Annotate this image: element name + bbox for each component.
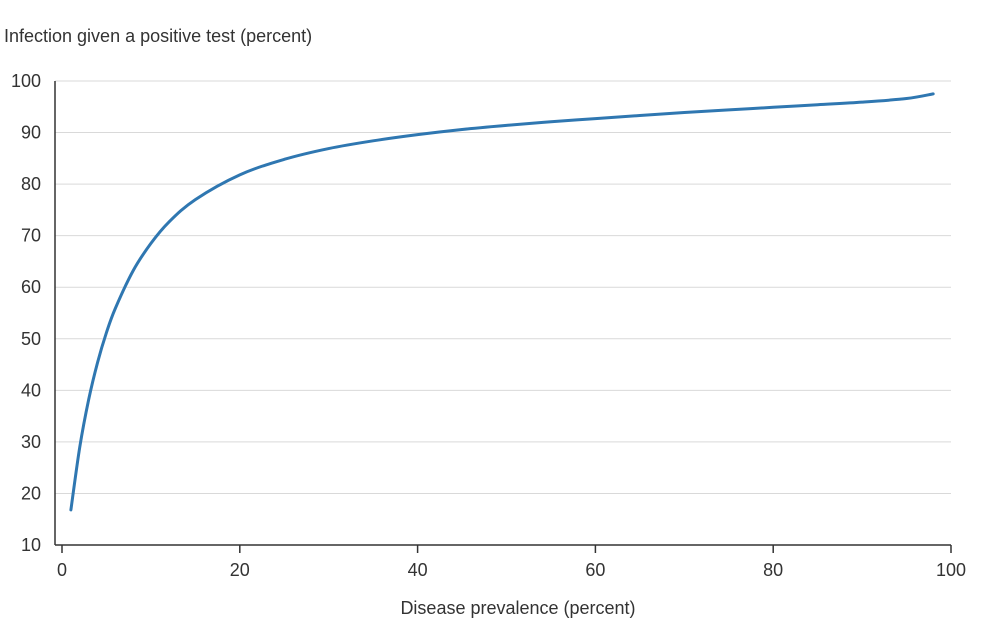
x-tick-label-20: 20 [230,560,250,580]
x-tick-label-60: 60 [585,560,605,580]
y-tick-label-100: 100 [11,71,41,91]
y-tick-label-20: 20 [21,483,41,503]
y-tick-labels: 10 20 30 40 50 60 70 80 90 100 [11,71,41,555]
axes [54,81,952,553]
x-tick-labels: 0 20 40 60 80 100 [57,560,966,580]
y-tick-label-60: 60 [21,277,41,297]
series-line [69,92,935,512]
y-tick-label-80: 80 [21,174,41,194]
x-tick-label-80: 80 [763,560,783,580]
y-tick-label-30: 30 [21,432,41,452]
x-tick-label-0: 0 [57,560,67,580]
x-tick-label-100: 100 [936,560,966,580]
y-tick-label-90: 90 [21,123,41,143]
y-tick-label-10: 10 [21,535,41,555]
x-tick-label-40: 40 [408,560,428,580]
y-tick-label-50: 50 [21,329,41,349]
y-tick-label-70: 70 [21,226,41,246]
y-axis-title: Infection given a positive test (percent… [4,26,312,46]
grid-lines [55,80,951,494]
x-axis-title: Disease prevalence (percent) [400,598,635,618]
y-tick-label-40: 40 [21,380,41,400]
